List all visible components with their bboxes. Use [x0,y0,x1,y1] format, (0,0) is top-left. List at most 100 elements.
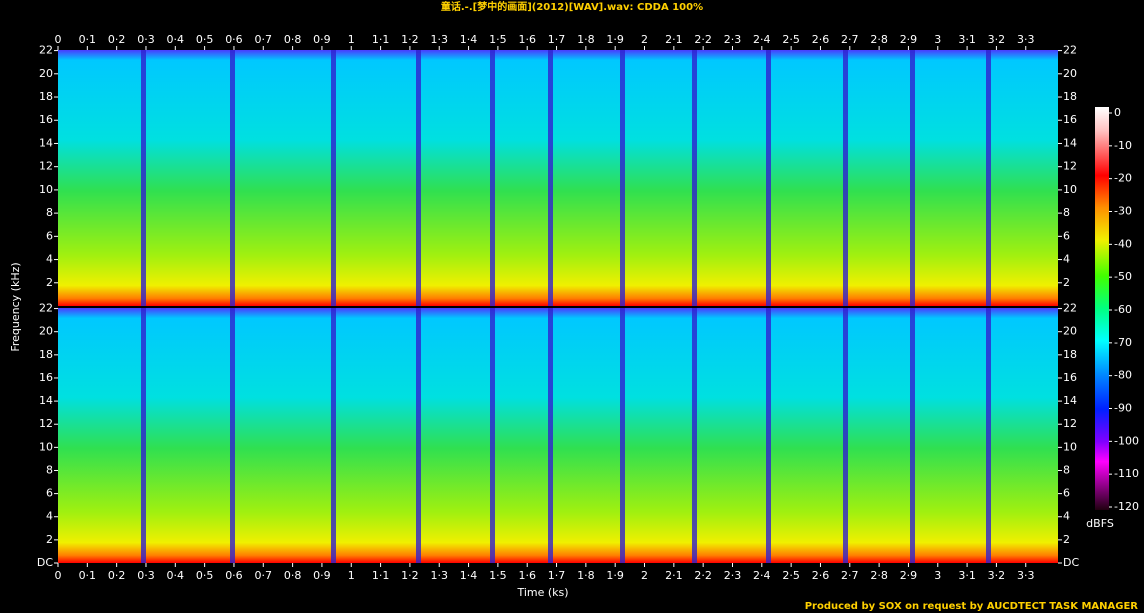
colorbar-tick-label: -40 [1114,237,1132,250]
y-tick-label: 20 [1063,325,1077,338]
x-tick-label: 3 [934,33,941,46]
x-tick-label: 2·2 [694,33,712,46]
x-tick-label: 0 [55,33,62,46]
y-tick-label: 10 [1063,440,1077,453]
track-gap [141,308,146,563]
x-tick-label: 2·8 [870,569,888,582]
y-tick-label: 2 [1063,276,1070,289]
y-tick-label: 18 [39,348,53,361]
y-tick-label: 16 [39,113,53,126]
y-tick-label: 6 [1063,229,1070,242]
x-tick-label: 1·5 [489,569,507,582]
track-gap [141,50,146,306]
y-tick-label: 12 [39,417,53,430]
x-tick-label: 1·8 [577,33,595,46]
x-tick-label: 0·4 [167,569,185,582]
y-tick-label: 12 [39,160,53,173]
x-tick-label: 2 [641,569,648,582]
y-tick-label: 2 [46,533,53,546]
x-tick-label: 2·5 [782,33,800,46]
y-tick-label: 12 [1063,417,1077,430]
x-tick-label: 2·5 [782,569,800,582]
y-tick-label: 6 [1063,487,1070,500]
x-tick-label: 0·6 [225,569,243,582]
x-tick-label: 1·1 [372,33,390,46]
x-tick-label: 1·9 [606,33,624,46]
y-tick-label: 10 [39,183,53,196]
x-tick-label: 2·7 [841,33,859,46]
x-tick-label: 0·9 [313,569,331,582]
x-tick-label: 3·3 [1017,33,1035,46]
x-tick-label: 3·1 [958,33,976,46]
y-tick-label: 14 [39,394,53,407]
track-gap [620,308,625,563]
track-gap [548,50,553,306]
x-tick-label: 0·2 [108,569,126,582]
x-tick-label: 2·1 [665,569,683,582]
colorbar-tick-label: -60 [1114,303,1132,316]
y-tick-label: 22 [39,44,53,57]
colorbar-tick-label: -70 [1114,336,1132,349]
y-tick-label: 6 [46,487,53,500]
track-gap [331,308,336,563]
y-tick-label: 2 [1063,533,1070,546]
y-tick-label: 14 [39,136,53,149]
x-tick-label: 2·7 [841,569,859,582]
spectrogram-channel-1 [58,50,1058,306]
y-tick-label: 8 [1063,206,1070,219]
y-tick-label: 14 [1063,136,1077,149]
track-gap [548,308,553,563]
track-gap [692,50,697,306]
y-axis-label: Frequency (kHz) [9,262,22,351]
x-tick-label: 1·9 [606,569,624,582]
colorbar-tick-label: -110 [1114,467,1139,480]
y-tick-label: 22 [39,302,53,315]
x-tick-label: 1·5 [489,33,507,46]
x-tick-label: 1·2 [401,569,419,582]
x-tick-label: 1·6 [518,569,536,582]
x-tick-label: 2·9 [900,33,918,46]
x-tick-label: 2·3 [724,569,742,582]
x-tick-label: 1·7 [548,33,566,46]
y-tick-label: 6 [46,229,53,242]
y-tick-label: 18 [1063,90,1077,103]
x-tick-label: 2·4 [753,569,771,582]
x-tick-label: 0·5 [196,33,214,46]
x-tick-label: 2·6 [812,33,830,46]
x-tick-label: 0·9 [313,33,331,46]
track-gap [843,308,848,563]
colorbar-tick-label: -100 [1114,434,1139,447]
x-tick-label: 3 [934,569,941,582]
y-tick-label: 8 [1063,463,1070,476]
track-gap [490,308,495,563]
x-tick-label: 0·7 [255,569,273,582]
x-tick-label: 0·4 [167,33,185,46]
colorbar-tick-label: 0 [1114,106,1121,119]
x-tick-label: 1 [348,33,355,46]
y-tick-label: 12 [1063,160,1077,173]
y-tick-label: 20 [39,67,53,80]
x-tick-label: 0·1 [79,569,97,582]
spectrogram-channel-2 [58,308,1058,563]
y-tick-label: DC [37,556,53,569]
y-tick-label: 22 [1063,44,1077,57]
y-tick-label: 8 [46,206,53,219]
x-tick-label: 2·6 [812,569,830,582]
y-tick-label: 10 [39,440,53,453]
colorbar-tick-label: -90 [1114,402,1132,415]
x-tick-label: 2·1 [665,33,683,46]
x-tick-label: 1 [348,569,355,582]
x-tick-label: 0·2 [108,33,126,46]
x-tick-label: 1·8 [577,569,595,582]
y-tick-label: 16 [39,371,53,384]
track-gap [986,50,991,306]
x-tick-label: 0·6 [225,33,243,46]
footer: Produced by SOX on request by AUCDTECT T… [805,601,1139,612]
x-tick-label: 3·1 [958,569,976,582]
x-tick-label: 0·7 [255,33,273,46]
track-gap [843,50,848,306]
y-tick-label: 14 [1063,394,1077,407]
x-tick-label: 1·3 [430,33,448,46]
y-tick-label: 20 [1063,67,1077,80]
